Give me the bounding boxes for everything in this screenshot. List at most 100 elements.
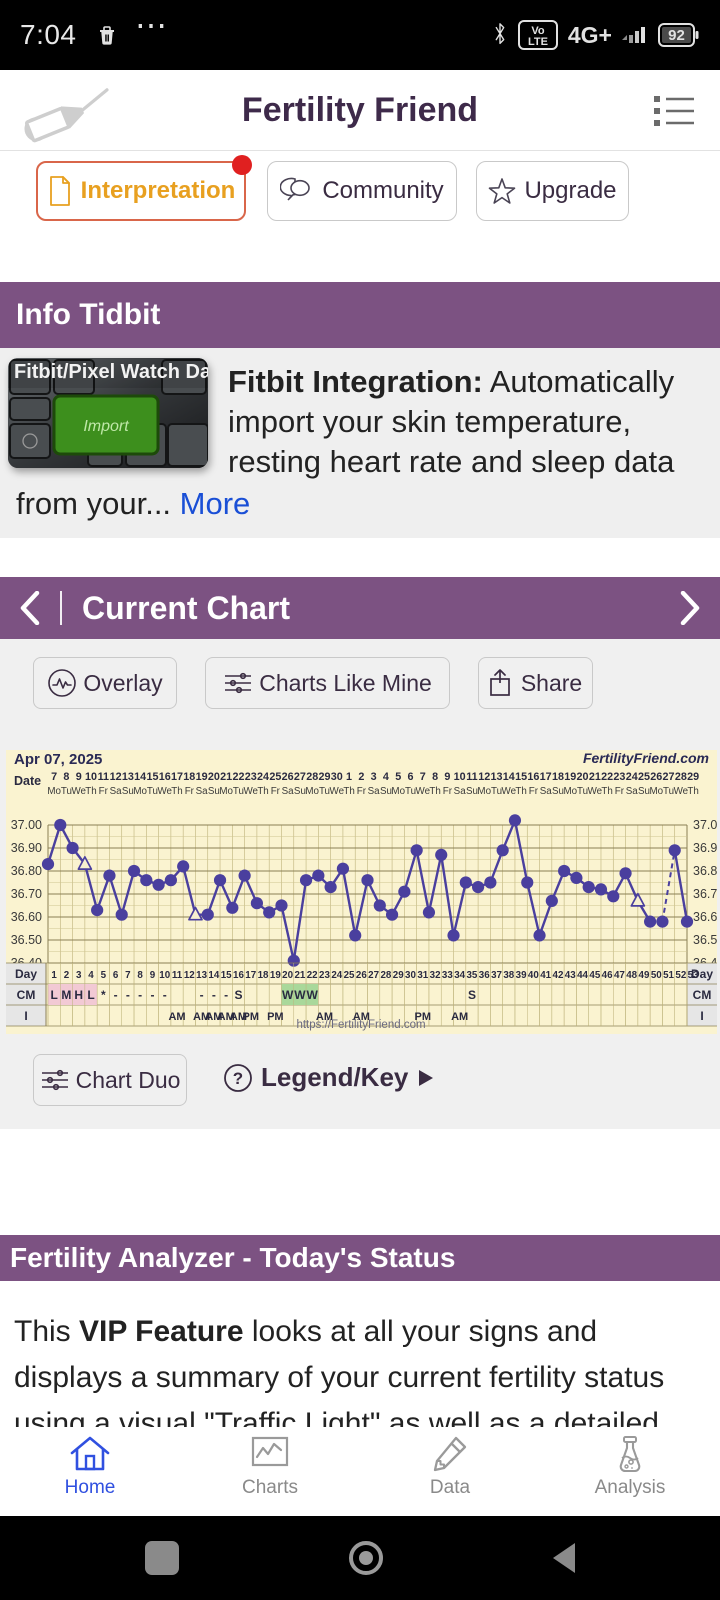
svg-text:Th: Th: [429, 786, 440, 797]
svg-text:37: 37: [491, 970, 502, 981]
svg-text:Date: Date: [14, 774, 41, 788]
svg-text:6: 6: [113, 970, 119, 981]
svg-text:14: 14: [503, 771, 515, 783]
svg-text:Tu: Tu: [405, 786, 416, 797]
svg-text:8: 8: [432, 771, 438, 783]
svg-text:12: 12: [478, 771, 490, 783]
svg-text:Mo: Mo: [305, 786, 319, 797]
svg-text:15: 15: [221, 970, 232, 981]
svg-text:43: 43: [565, 970, 576, 981]
svg-text:Tu: Tu: [147, 786, 158, 797]
svg-text:16: 16: [527, 771, 539, 783]
svg-text:50: 50: [651, 970, 662, 981]
svg-text:Mo: Mo: [477, 786, 491, 797]
svg-text:Tu: Tu: [663, 786, 674, 797]
svg-text:49: 49: [639, 970, 650, 981]
svg-text:L: L: [87, 988, 94, 1002]
svg-text:CM: CM: [693, 988, 712, 1002]
svg-text:36.60: 36.60: [11, 910, 42, 924]
svg-text:Su: Su: [380, 786, 392, 797]
svg-text:AM: AM: [451, 1011, 468, 1023]
svg-text:Sa: Sa: [282, 786, 295, 797]
svg-text:We: We: [502, 786, 517, 797]
svg-text:29: 29: [318, 771, 330, 783]
svg-text:14: 14: [208, 970, 219, 981]
svg-text:46: 46: [602, 970, 613, 981]
svg-text:https://FertilityFriend.com: https://FertilityFriend.com: [296, 1019, 425, 1031]
svg-text:38: 38: [503, 970, 514, 981]
svg-text:28: 28: [380, 970, 391, 981]
svg-text:26: 26: [282, 771, 294, 783]
svg-text:9: 9: [76, 771, 82, 783]
svg-text:We: We: [674, 786, 689, 797]
svg-text:25: 25: [344, 970, 355, 981]
svg-text:16: 16: [159, 771, 171, 783]
svg-text:Th: Th: [257, 786, 268, 797]
svg-text:19: 19: [564, 771, 576, 783]
svg-text:5: 5: [101, 970, 107, 981]
svg-text:2: 2: [358, 771, 364, 783]
svg-text:CM: CM: [17, 988, 36, 1002]
svg-text:9: 9: [444, 771, 450, 783]
svg-text:PM: PM: [267, 1011, 284, 1023]
svg-text:2: 2: [64, 970, 70, 981]
svg-text:31: 31: [417, 970, 428, 981]
svg-text:Import: Import: [83, 418, 129, 435]
svg-text:Fitbit/Pixel Watch Data: Fitbit/Pixel Watch Data: [14, 361, 208, 383]
svg-text:25: 25: [638, 771, 650, 783]
svg-text:Day: Day: [15, 967, 37, 981]
svg-text:-: -: [212, 988, 216, 1002]
svg-text:-: -: [150, 988, 154, 1002]
svg-text:10: 10: [454, 771, 466, 783]
svg-text:41: 41: [540, 970, 551, 981]
svg-text:36: 36: [479, 970, 490, 981]
svg-text:47: 47: [614, 970, 625, 981]
svg-text:11: 11: [98, 771, 109, 783]
svg-text:53: 53: [688, 970, 699, 981]
svg-text:Su: Su: [552, 786, 564, 797]
svg-text:Tu: Tu: [319, 786, 330, 797]
svg-text:8: 8: [63, 771, 69, 783]
svg-text:M: M: [61, 988, 71, 1002]
svg-text:36.70: 36.70: [693, 887, 717, 901]
svg-text:10: 10: [85, 771, 97, 783]
svg-text:14: 14: [134, 771, 146, 783]
svg-text:*: *: [101, 988, 106, 1002]
svg-text:23: 23: [613, 771, 625, 783]
svg-text:8: 8: [137, 970, 143, 981]
svg-text:23: 23: [245, 771, 257, 783]
svg-text:92: 92: [668, 27, 685, 44]
svg-text:36.60: 36.60: [693, 910, 717, 924]
svg-text:22: 22: [307, 970, 318, 981]
svg-text:36.90: 36.90: [11, 841, 42, 855]
svg-text:Sa: Sa: [110, 786, 123, 797]
svg-text:Sa: Sa: [540, 786, 553, 797]
svg-text:Tu: Tu: [61, 786, 72, 797]
svg-text:21: 21: [294, 970, 305, 981]
svg-text:?: ?: [233, 1069, 243, 1088]
svg-text:25: 25: [269, 771, 281, 783]
svg-text:We: We: [416, 786, 431, 797]
svg-text:We: We: [243, 786, 258, 797]
svg-text:Tu: Tu: [577, 786, 588, 797]
svg-text:13: 13: [491, 771, 503, 783]
svg-text:Sa: Sa: [454, 786, 467, 797]
svg-text:10: 10: [159, 970, 170, 981]
svg-text:35: 35: [466, 970, 477, 981]
svg-text:Th: Th: [171, 786, 182, 797]
svg-text:-: -: [224, 988, 228, 1002]
svg-text:S: S: [468, 988, 476, 1002]
svg-text:17: 17: [540, 771, 552, 783]
svg-text:Mo: Mo: [47, 786, 61, 797]
svg-text:PM: PM: [243, 1011, 260, 1023]
svg-text:42: 42: [553, 970, 564, 981]
svg-text:24: 24: [331, 970, 342, 981]
svg-text:Sa: Sa: [368, 786, 381, 797]
svg-text:Th: Th: [85, 786, 96, 797]
svg-text:29: 29: [393, 970, 404, 981]
svg-text:36.80: 36.80: [11, 864, 42, 878]
svg-text:32: 32: [430, 970, 441, 981]
svg-text:45: 45: [589, 970, 600, 981]
svg-text:Su: Su: [208, 786, 220, 797]
svg-text:Fr: Fr: [615, 786, 625, 797]
